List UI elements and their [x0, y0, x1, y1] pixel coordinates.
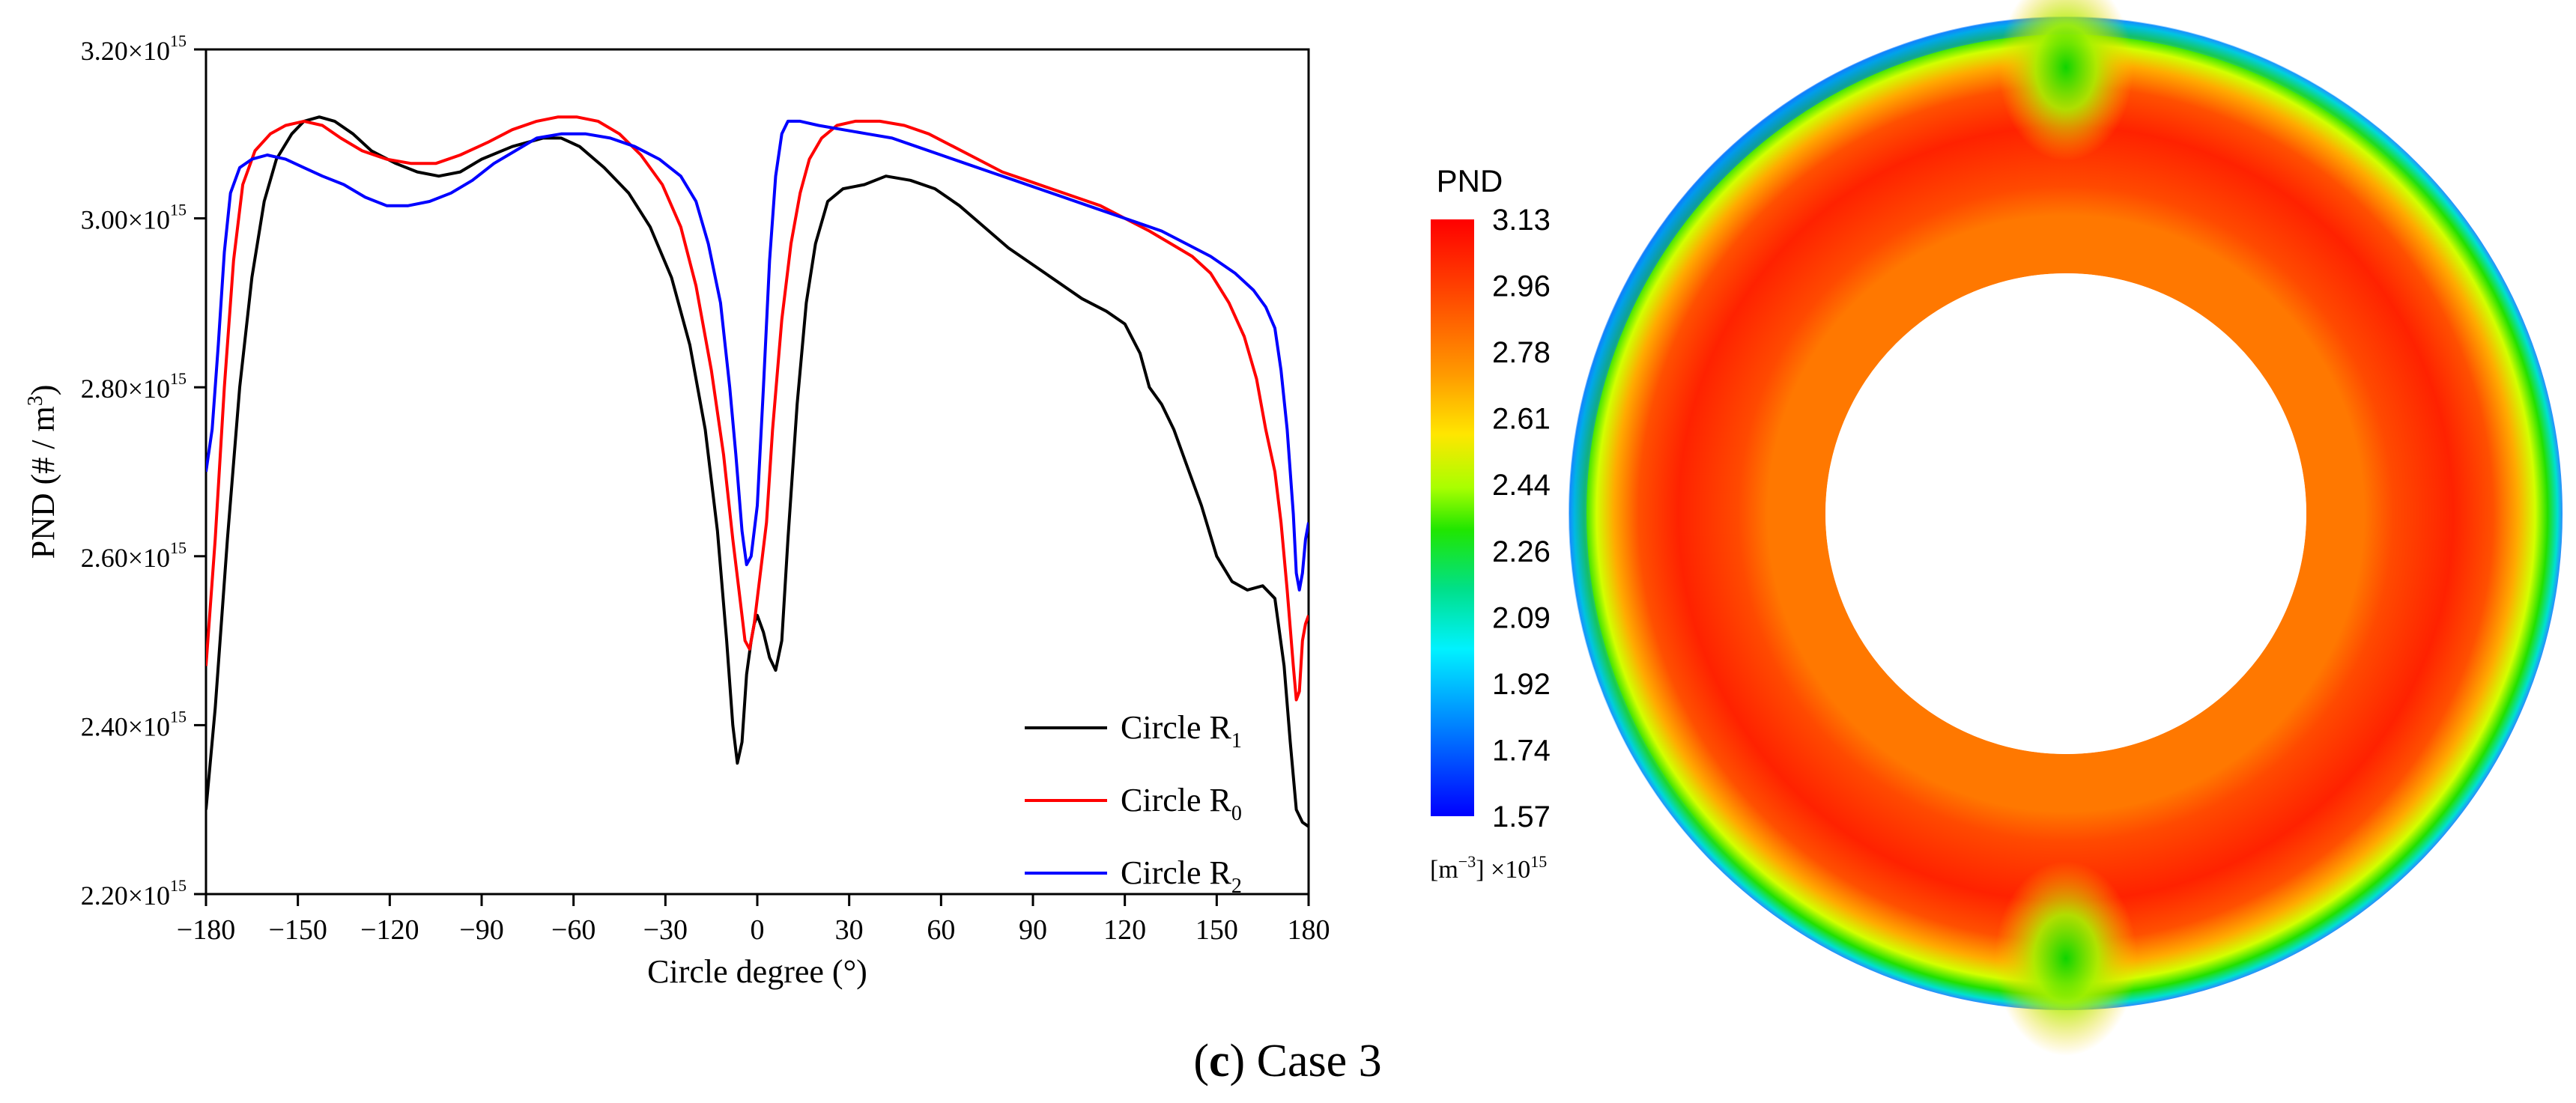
- top-seam: [1998, 0, 2133, 161]
- series-line-1: [206, 115, 1309, 702]
- bottom-seam: [1995, 861, 2137, 1056]
- y-tick-label: 2.80×1015: [81, 369, 187, 404]
- y-tick-label: 2.40×1015: [81, 707, 187, 741]
- y-tick-label: 2.60×1015: [81, 538, 187, 573]
- x-tick-label: −60: [551, 914, 595, 946]
- x-tick-label: 120: [1103, 914, 1146, 946]
- colorbar-tick-label: 2.78: [1492, 336, 1551, 369]
- colorbar-tick-label: 1.57: [1492, 800, 1551, 833]
- series-lines: [206, 115, 1309, 828]
- y-axis: 2.20×1015 2.40×1015 2.60×1015 2.80×1015 3.00…: [81, 31, 206, 911]
- y-tick-label: 3.00×1015: [81, 201, 187, 235]
- legend-label: Circle R0: [1121, 782, 1242, 825]
- colorbar-tick-label: 2.44: [1492, 469, 1551, 502]
- colorbar-tick-label: 1.92: [1492, 668, 1551, 701]
- series-line-2: [206, 119, 1309, 592]
- legend: Circle R1 Circle R0 Circle R2: [1025, 709, 1242, 898]
- x-tick-label: −30: [643, 914, 688, 946]
- x-tick-label: 90: [1019, 914, 1047, 946]
- figure-caption: (c) Case 3: [1193, 1036, 1381, 1087]
- x-tick-label: −180: [177, 914, 235, 946]
- colorbar-tick-label: 1.74: [1492, 734, 1551, 767]
- colorbar-tick-label: 2.09: [1492, 601, 1551, 634]
- x-tick-label: −120: [360, 914, 419, 946]
- y-tick-label: 2.20×1015: [81, 876, 187, 911]
- colorbar-title: PND: [1437, 163, 1503, 198]
- y-axis-label: PND (# / m3): [24, 385, 61, 559]
- x-axis-label: Circle degree (°): [647, 953, 867, 990]
- colorbar-unit: [m−3] ×1015: [1430, 852, 1547, 884]
- x-tick-label: −150: [268, 914, 327, 946]
- x-tick-label: 60: [927, 914, 955, 946]
- colorbar-labels: 3.13 2.96 2.78 2.61 2.44 2.26 2.09 1.92 1.74 1.57: [1492, 204, 1551, 833]
- colorbar-tick-label: 2.61: [1492, 403, 1551, 436]
- colorbar-tick-label: 2.26: [1492, 535, 1551, 568]
- plot-frame: [204, 48, 1310, 896]
- x-tick-label: −90: [459, 914, 503, 946]
- colorbar: [1431, 219, 1474, 816]
- ring-hole: [1825, 273, 2306, 754]
- y-tick-label: 3.20×1015: [81, 31, 187, 66]
- colorbar-tick-label: 2.96: [1492, 270, 1551, 303]
- legend-label: Circle R2: [1121, 854, 1242, 898]
- legend-label: Circle R1: [1121, 709, 1242, 753]
- x-tick-label: 180: [1288, 914, 1330, 946]
- x-tick-label: 150: [1195, 914, 1238, 946]
- x-tick-label: 0: [751, 914, 765, 946]
- series-line-0: [206, 115, 1309, 828]
- x-tick-label: 30: [835, 914, 864, 946]
- contour-ring: [1569, 0, 2563, 1056]
- colorbar-tick-label: 3.13: [1492, 204, 1551, 237]
- x-axis: −180 −150 −120 −90 −60 −30 0 30 60 90 120 150 180: [177, 894, 1330, 946]
